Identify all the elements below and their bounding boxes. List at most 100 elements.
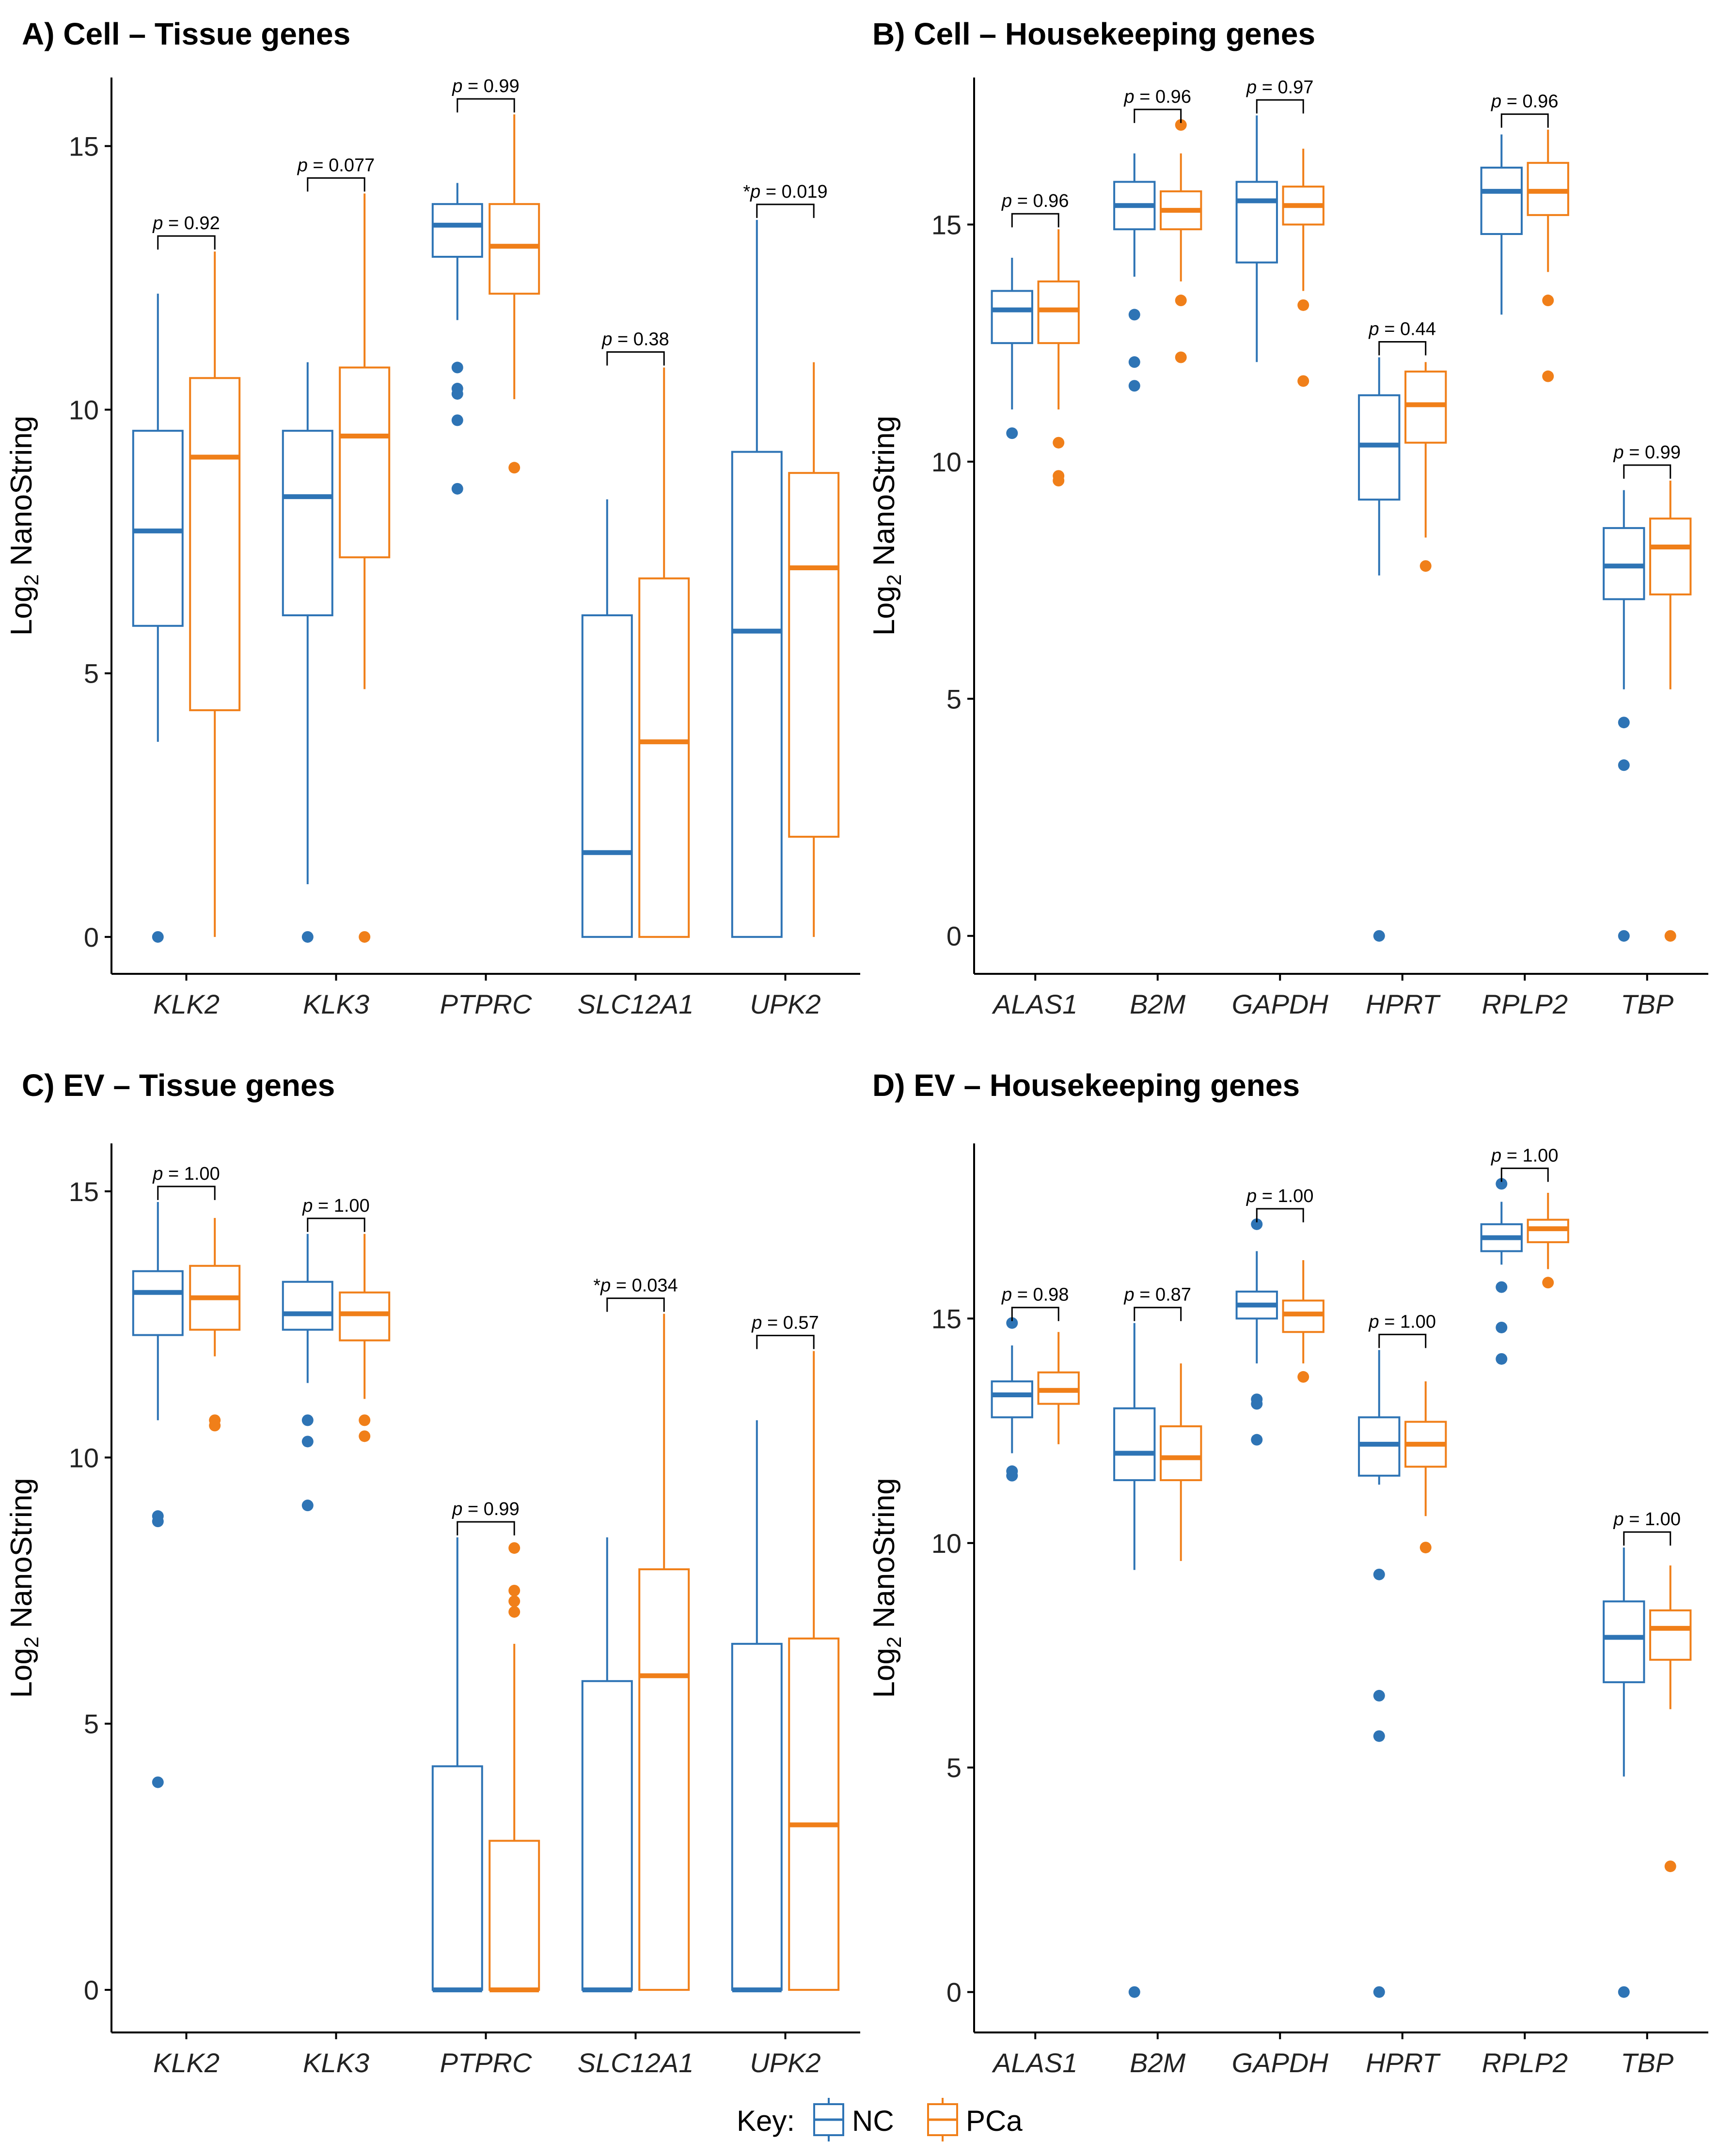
x-tick-label: B2M xyxy=(1130,2047,1185,2078)
box-pca xyxy=(1527,129,1569,382)
outlier-point xyxy=(1251,1218,1263,1230)
box-nc xyxy=(431,1537,483,1993)
box-pca xyxy=(1649,481,1692,942)
panel-1: A) Cell – Tissue genes 0 5 10 15 Log2 NanoStr… xyxy=(5,16,860,1019)
box-pca xyxy=(1282,1260,1324,1383)
box-iqr xyxy=(638,577,690,938)
p-value-label: p = 0.92 xyxy=(152,213,220,234)
outlier-point xyxy=(301,1436,314,1448)
box-iqr xyxy=(1160,1425,1202,1482)
p-value-bracket xyxy=(307,1218,365,1232)
box-pca xyxy=(339,193,391,943)
x-tick-label: SLC12A1 xyxy=(578,989,694,1019)
outlier-point xyxy=(1419,1542,1432,1554)
y-tick-label: 5 xyxy=(946,1752,962,1783)
outlier-point xyxy=(508,462,520,474)
box-iqr xyxy=(731,451,783,938)
box-iqr xyxy=(731,1642,783,1991)
box-iqr xyxy=(1649,517,1692,595)
panel-4: D) EV – Housekeeping genes 0 5 10 15 Log2 Nan… xyxy=(867,1068,1708,2078)
box-pca xyxy=(638,367,690,938)
outlier-point xyxy=(451,414,463,426)
outlier-point xyxy=(508,1542,520,1554)
outlier-point xyxy=(1297,1371,1309,1383)
box-iqr xyxy=(788,472,840,838)
p-value-bracket xyxy=(606,1297,665,1312)
y-tick-label: 5 xyxy=(84,1709,99,1739)
y-tick-label: 15 xyxy=(69,131,99,161)
y-tick-label: 10 xyxy=(931,447,962,477)
p-value-label: p = 0.99 xyxy=(452,1499,519,1519)
p-value-label: p = 1.00 xyxy=(1613,1509,1681,1530)
p-value-bracket xyxy=(756,203,815,218)
box-iqr xyxy=(282,1281,333,1331)
outlier-point xyxy=(1618,1986,1630,1998)
outlier-point xyxy=(1618,930,1630,942)
panel-title: A) Cell – Tissue genes xyxy=(22,16,350,51)
y-tick-label: 0 xyxy=(84,922,99,953)
legend-label-pca: PCa xyxy=(966,2105,1023,2137)
outlier-point xyxy=(1542,370,1554,382)
p-value-bracket xyxy=(1134,109,1182,123)
outlier-point xyxy=(451,388,463,400)
p-value-label: p = 0.38 xyxy=(601,329,669,350)
box-nc xyxy=(1113,153,1156,392)
box-pca xyxy=(1037,229,1080,487)
x-tick-label: ALAS1 xyxy=(992,2047,1077,2078)
outlier-point xyxy=(1053,437,1065,449)
legend-label-nc: NC xyxy=(852,2105,894,2137)
x-tick-label: KLK2 xyxy=(153,2047,220,2078)
y-tick-label: 15 xyxy=(69,1176,99,1207)
legend-key-nc xyxy=(813,2098,844,2141)
p-value-bracket xyxy=(1623,1531,1671,1546)
p-value-label: p = 1.00 xyxy=(1491,1145,1558,1166)
p-value-bracket xyxy=(1378,1333,1427,1348)
p-value-label: p = 0.98 xyxy=(1001,1285,1069,1305)
p-value-label: p = 0.96 xyxy=(1124,87,1191,107)
legend: Key: NC PCa xyxy=(737,2098,1023,2141)
outlier-point xyxy=(1496,1178,1508,1190)
p-value-label: p = 1.00 xyxy=(1369,1312,1436,1332)
outlier-point xyxy=(1373,930,1385,942)
outlier-point xyxy=(1373,1689,1385,1702)
y-axis-label: Log2 NanoString xyxy=(867,1478,905,1698)
outlier-point xyxy=(209,1420,221,1432)
outlier-point xyxy=(1618,717,1630,729)
outlier-point xyxy=(301,931,314,943)
outlier-point xyxy=(1128,1986,1140,1998)
box-pca xyxy=(489,1542,540,1993)
box-nc xyxy=(1358,357,1401,942)
x-tick-label: KLK3 xyxy=(303,989,369,1019)
outlier-point xyxy=(1006,1469,1018,1482)
box-pca xyxy=(1160,1363,1202,1561)
outlier-point xyxy=(1373,1568,1385,1580)
y-tick-label: 5 xyxy=(946,684,962,714)
x-tick-label: PTPRC xyxy=(440,989,532,1019)
x-tick-label: TBP xyxy=(1621,2047,1673,2078)
panel-2: B) Cell – Housekeeping genes 0 5 10 15 Log2 N… xyxy=(867,16,1708,1019)
x-tick-label: RPLP2 xyxy=(1482,2047,1568,2078)
y-tick-label: 10 xyxy=(69,395,99,425)
x-tick-label: RPLP2 xyxy=(1482,989,1568,1019)
p-value-label: p = 0.99 xyxy=(452,76,519,96)
box-pca xyxy=(189,1218,241,1432)
panel-title: C) EV – Tissue genes xyxy=(22,1068,335,1103)
p-value-label: *p = 0.019 xyxy=(743,182,827,202)
p-value-bracket xyxy=(1256,99,1304,114)
x-tick-label: UPK2 xyxy=(750,2047,820,2078)
box-nc xyxy=(1235,115,1278,362)
y-axis-label: Log2 NanoString xyxy=(5,416,43,636)
x-tick-label: KLK3 xyxy=(303,2047,369,2078)
outlier-point xyxy=(1251,1434,1263,1446)
box-iqr xyxy=(489,1840,540,1991)
box-pca xyxy=(1282,148,1324,387)
outlier-point xyxy=(152,1515,164,1528)
panel-3: C) EV – Tissue genes 0 5 10 15 Log2 NanoStrin… xyxy=(5,1068,860,2078)
box-pca xyxy=(339,1234,391,1442)
box-nc xyxy=(991,1317,1033,1482)
outlier-point xyxy=(508,1595,520,1607)
box-iqr xyxy=(189,377,241,711)
box-nc xyxy=(1113,1323,1156,1998)
box-iqr xyxy=(1480,166,1523,235)
legend-title: Key: xyxy=(737,2105,795,2137)
